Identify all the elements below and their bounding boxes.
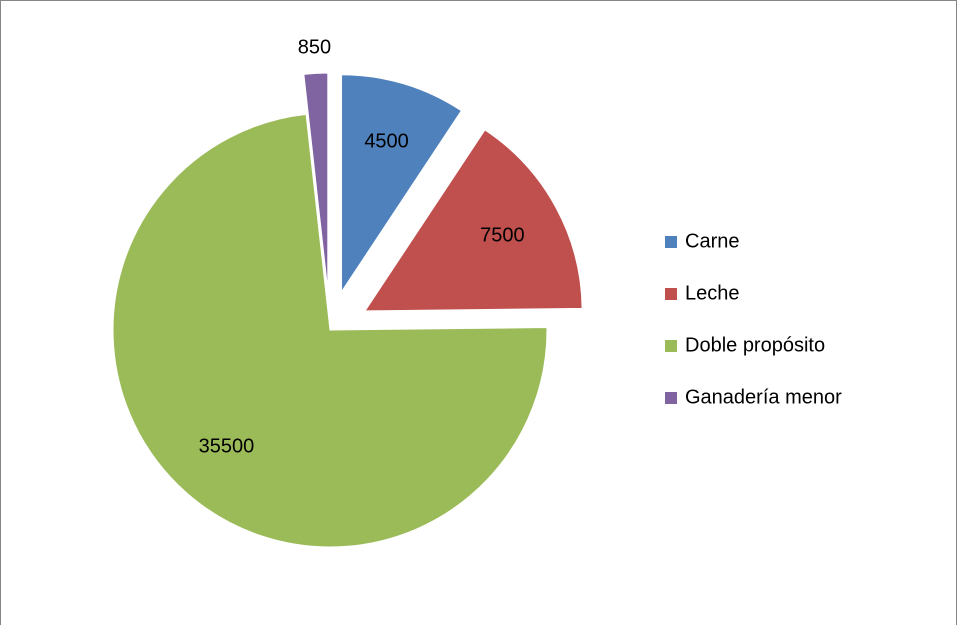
data-label: 4500 [364,130,409,152]
legend-label: Ganadería menor [685,386,842,408]
data-label: 7500 [480,224,525,246]
legend-swatch [665,392,677,404]
legend-swatch [665,340,677,352]
legend-swatch [665,236,677,248]
legend-label: Carne [685,230,739,252]
legend-swatch [665,288,677,300]
legend-label: Leche [685,282,740,304]
data-label: 850 [298,37,331,59]
pie-slice [303,72,329,291]
pie-slice [341,74,463,294]
data-label: 35500 [199,435,255,457]
pie-slice [364,129,583,312]
pie-slice [112,113,548,548]
legend-label: Doble propósito [685,334,825,356]
